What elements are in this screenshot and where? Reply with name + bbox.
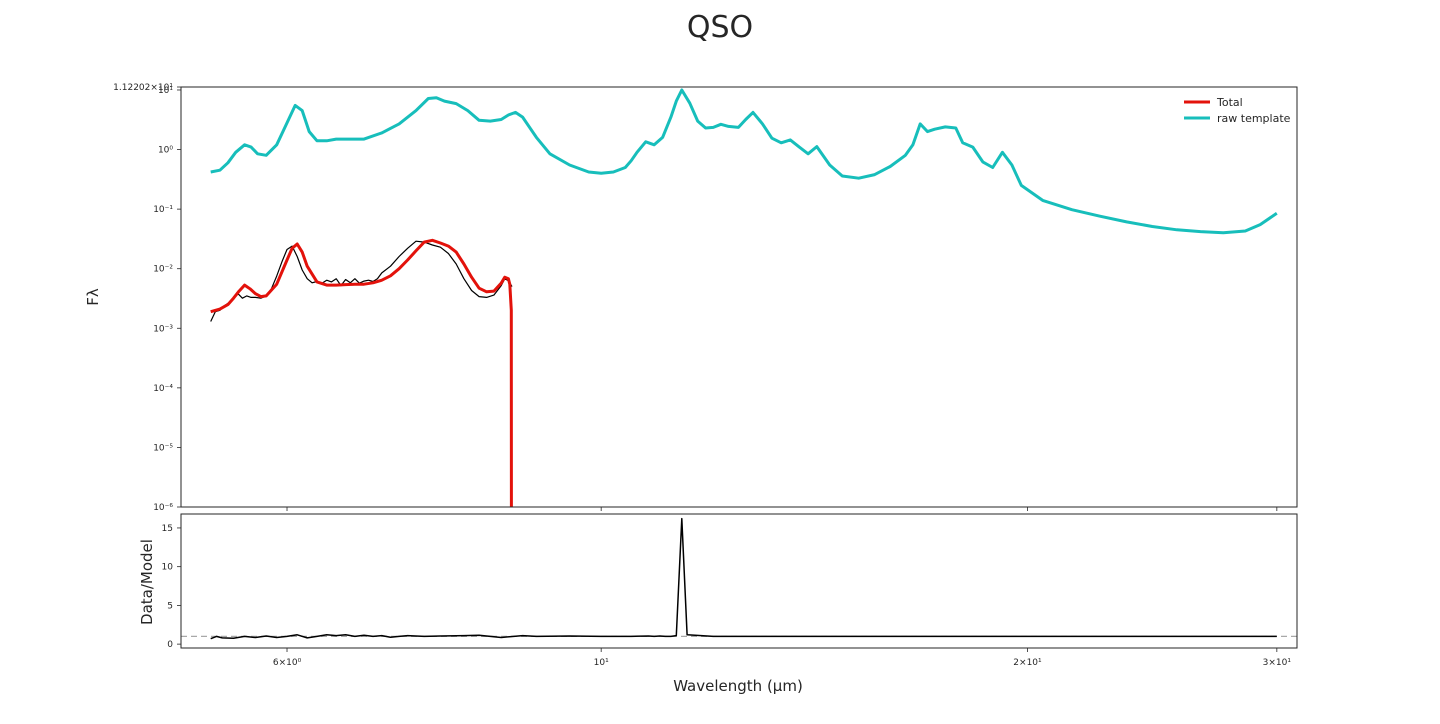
main-y-tick-label: 10⁻⁵ [153,443,173,453]
main-y-tick-label: 10¹ [158,86,173,96]
main-y-tick-label: 10⁻⁴ [153,384,173,394]
main-series-total [210,238,513,507]
x-tick-label: 3×10¹ [1263,658,1292,668]
chart-title: QSO [687,10,753,45]
main-y-tick-label: 10⁻¹ [153,205,173,215]
legend-label: Total [1216,96,1243,109]
ratio-y-tick-label: 5 [167,601,173,611]
main-y-axis-label: Fλ [84,288,102,306]
main-axes-frame [180,86,1298,508]
x-tick-label: 10¹ [594,658,609,668]
main-y-tick-label: 10⁻² [153,265,173,275]
x-axis-label: Wavelength (μm) [673,677,803,695]
main-y-tick-label: 10⁻⁶ [153,503,173,513]
main-series-raw-template [210,88,1278,235]
main-y-tick-label: 10⁻³ [153,324,173,334]
ratio-series-ratio [210,517,1277,640]
x-tick-label: 6×10⁰ [273,658,302,668]
main-y-tick-label: 1.12202×10¹ [113,83,173,93]
legend-label: raw template [1217,112,1291,125]
main-y-tick-label: 10⁰ [158,146,173,156]
ratio-y-tick-label: 0 [167,640,173,650]
ratio-y-tick-label: 10 [162,563,174,573]
main-series-data [210,240,513,322]
ratio-y-axis-label: Data/Model [138,539,156,625]
ratio-axes-frame [180,513,1298,649]
ratio-y-tick-label: 15 [162,524,173,534]
x-tick-label: 2×10¹ [1013,658,1042,668]
